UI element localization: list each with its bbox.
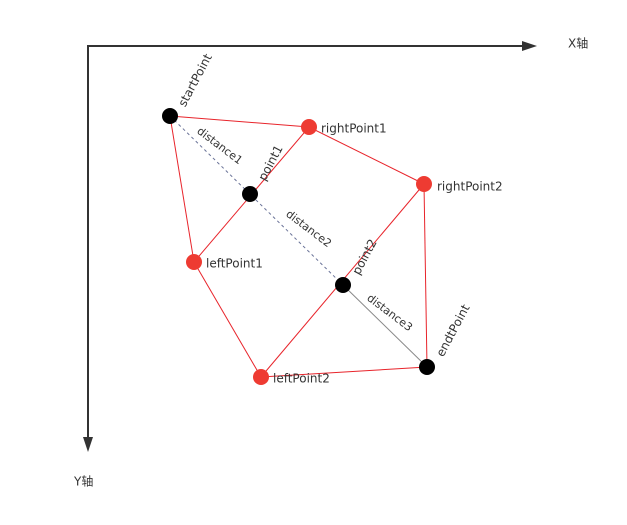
point bbox=[242, 186, 258, 202]
point bbox=[419, 359, 435, 375]
edge bbox=[193, 261, 262, 378]
point-label: rightPoint1 bbox=[321, 122, 387, 136]
y-axis-label: Y轴 bbox=[73, 474, 93, 489]
point-label: point2 bbox=[349, 237, 379, 277]
x-axis-arrow bbox=[522, 41, 537, 51]
point bbox=[335, 277, 351, 293]
edge bbox=[169, 115, 310, 128]
point bbox=[253, 369, 269, 385]
point bbox=[186, 254, 202, 270]
x-axis-label: X轴 bbox=[568, 36, 588, 51]
edge bbox=[260, 366, 428, 378]
point-label: leftPoint1 bbox=[206, 257, 263, 271]
point-label: point1 bbox=[255, 143, 285, 183]
solid-line bbox=[342, 284, 428, 368]
distance-label: distance1 bbox=[194, 124, 245, 167]
distance-label: distance2 bbox=[283, 207, 334, 250]
point-label: startPoint bbox=[175, 51, 215, 109]
y-axis-arrow bbox=[83, 437, 93, 452]
dashed-line bbox=[169, 115, 344, 286]
point-label: endtPoint bbox=[433, 302, 472, 359]
edge bbox=[169, 115, 195, 263]
point bbox=[301, 119, 317, 135]
point-label: rightPoint2 bbox=[437, 180, 503, 194]
edge bbox=[308, 126, 425, 185]
point bbox=[162, 108, 178, 124]
point-label: leftPoint2 bbox=[273, 372, 330, 386]
edges bbox=[169, 115, 428, 378]
edge bbox=[423, 183, 428, 368]
point bbox=[416, 176, 432, 192]
